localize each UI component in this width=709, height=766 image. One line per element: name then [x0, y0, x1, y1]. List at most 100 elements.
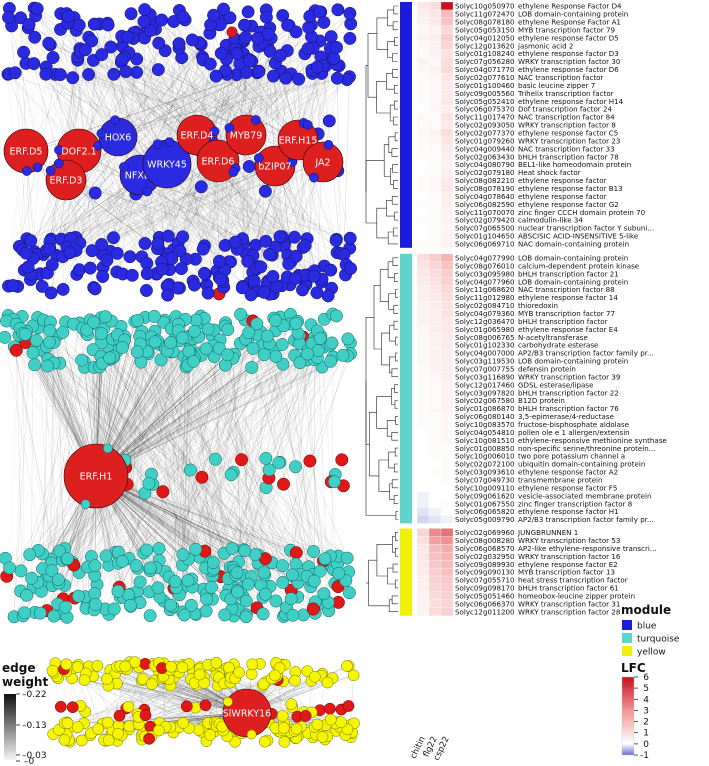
gene-name: ethylene response factor E2	[518, 560, 618, 569]
network-edge	[130, 353, 351, 607]
heatmap-cell	[428, 475, 442, 484]
gene-label: Solyc11g012980 ethylene response factor 1…	[455, 293, 618, 302]
gene-name: ethylene response factor D6	[518, 65, 619, 74]
hub-node	[63, 443, 129, 509]
network-node	[221, 323, 235, 337]
heatmap-cell	[416, 1, 430, 11]
gene-id: Solyc03g116890	[455, 372, 515, 381]
network-node	[56, 325, 70, 339]
heatmap-cell	[440, 444, 454, 453]
network-node	[276, 710, 289, 722]
gene-name: MYB transcription factor 13	[518, 568, 615, 577]
gene-label: Solyc07g049730 transmembrane protein	[455, 476, 603, 485]
hub-label: JA2	[314, 158, 330, 169]
edge-weight-legend: edge weight –0.22 –0.13 –0.03–0	[2, 661, 48, 766]
heatmap-cell	[428, 444, 442, 453]
network-node	[102, 443, 113, 454]
heatmap-cell	[416, 9, 430, 19]
heatmap-cell	[428, 97, 442, 106]
gene-label: Solyc11g070070 zinc finger CCCH domain pr…	[455, 208, 646, 217]
network-node	[239, 66, 253, 80]
gene-label: Solyc04g071770 ethylene response factor D…	[455, 65, 619, 74]
network-node	[184, 598, 198, 612]
heatmap-cell	[416, 591, 430, 600]
heatmap-cell	[440, 57, 454, 66]
gene-name: ethylene Response Factor A1	[518, 17, 621, 26]
heatmap-cell	[428, 544, 442, 553]
network-node	[245, 361, 259, 374]
heatmap-cell	[416, 269, 430, 278]
heatmap-cell	[416, 483, 430, 492]
heatmap-cell	[416, 507, 430, 516]
network-node	[324, 354, 338, 368]
network-node	[25, 571, 39, 585]
network-edge	[84, 361, 193, 588]
dendrogram-branch	[394, 463, 398, 473]
network-edge	[30, 342, 315, 582]
hub-label: bZIP07	[258, 162, 291, 173]
network-edge	[37, 327, 206, 558]
gene-name: NAC transcription factor 88	[518, 285, 615, 294]
dendrogram-branch	[390, 168, 394, 185]
heatmap-cell	[416, 325, 430, 334]
heatmap-cell	[416, 491, 430, 500]
gene-name: ethylene response factor D5	[518, 33, 619, 42]
network-node	[336, 348, 350, 362]
gene-id: Solyc02g079420	[455, 216, 515, 225]
network-node	[140, 543, 154, 557]
network-node	[343, 31, 357, 45]
network-edge	[120, 326, 229, 579]
heatmap-cell	[428, 412, 442, 421]
heatmap-cell	[428, 253, 442, 262]
gene-id: Solyc09g090130	[455, 568, 515, 577]
network-edge	[85, 49, 198, 136]
hub-label: ERF.H15	[279, 136, 318, 147]
gene-label: Solyc12g013620 jasmonic acid 2	[455, 41, 573, 50]
network-edge	[115, 673, 190, 729]
gene-label: Solyc10g006010 two pore potassium channel…	[455, 452, 625, 461]
network-node	[341, 332, 355, 346]
network-edge	[109, 359, 348, 559]
network-node	[46, 664, 59, 677]
network-edge	[196, 71, 313, 136]
dendrogram-branch	[369, 412, 379, 477]
gene-name: homeobox-leucine zipper protein	[518, 592, 635, 601]
network-edge	[49, 331, 195, 577]
dendrogram-branch	[391, 479, 398, 489]
hub-label: WRKY45	[147, 160, 187, 171]
heatmap-cell	[416, 81, 430, 90]
network-node	[259, 234, 273, 248]
network-node	[147, 309, 161, 323]
gene-id: Solyc01g067550	[455, 499, 515, 508]
gene-label: Solyc06g080140 3,5-epimerase/4-reductase	[455, 412, 614, 421]
network-edge	[95, 355, 344, 477]
heatmap-cell	[416, 404, 430, 413]
network-node	[66, 71, 80, 85]
heatmap-cell	[428, 491, 442, 500]
network-edge	[182, 338, 321, 555]
network-node	[307, 574, 321, 588]
network-edge	[128, 343, 141, 559]
dendrogram-branch	[388, 293, 396, 310]
gene-label: Solyc08g006765 N-acetyltransferase	[455, 333, 588, 342]
heatmap-cell	[440, 285, 454, 294]
network-node	[175, 331, 189, 345]
gene-name: ethylene response factor G2	[518, 200, 619, 209]
gene-name: WRKY transcription factor 31	[518, 599, 620, 608]
edge-weight-colorbar	[4, 694, 16, 760]
gene-id: Solyc04g009440	[455, 144, 515, 153]
heatmap-cell	[428, 301, 442, 310]
network-edge	[264, 354, 326, 559]
network-edge	[95, 342, 333, 477]
network-edge	[122, 347, 324, 562]
gene-label: Solyc03g097820 bHLH transcription factor …	[455, 388, 619, 397]
network-nodes	[46, 656, 360, 748]
network-node	[325, 336, 339, 350]
network-node	[289, 674, 301, 687]
heatmap-cell	[428, 459, 442, 469]
module-color-bar	[400, 2, 412, 248]
heatmap-cell	[416, 49, 430, 58]
network-node	[253, 153, 264, 163]
network-node	[96, 270, 110, 283]
